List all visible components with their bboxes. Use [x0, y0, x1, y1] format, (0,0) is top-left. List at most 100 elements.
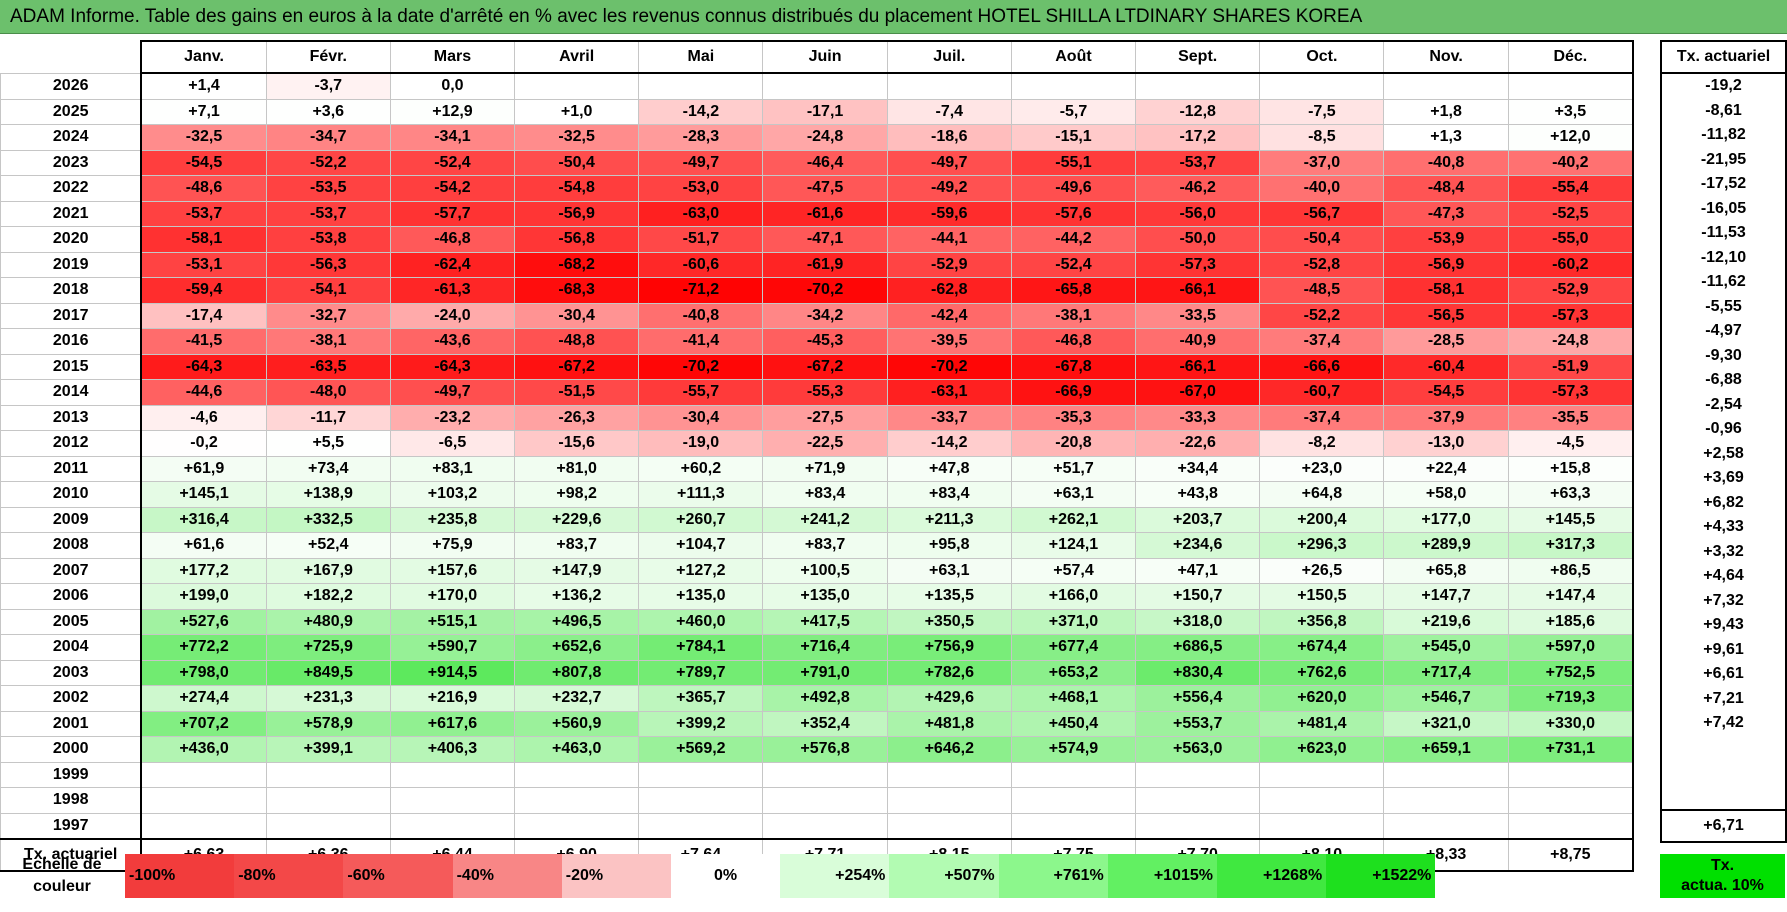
gain-cell: -15,1	[1010, 124, 1137, 151]
gain-cell: +717,4	[1383, 659, 1509, 686]
gain-cell: +170,0	[389, 583, 516, 610]
gain-cell: +546,7	[1383, 685, 1509, 712]
rate-cell: +3,32	[1660, 539, 1787, 564]
gain-cell	[1259, 761, 1385, 788]
gain-cell: +234,6	[1135, 532, 1261, 559]
gain-cell: +719,3	[1507, 685, 1634, 712]
gain-cell: +26,5	[1259, 557, 1385, 584]
gain-cell: -55,7	[638, 379, 764, 406]
table-row: 2017 -17,4 -32,7 -24,0 -30,4 -40,8 -34,2 -42,4-…	[0, 302, 1634, 329]
gain-cell: +674,4	[1259, 634, 1385, 661]
gain-cell	[638, 761, 764, 788]
year-label: 2019	[0, 251, 142, 278]
gain-cell: -53,7	[1135, 149, 1261, 176]
gain-cell	[886, 787, 1012, 814]
gain-cell: -41,5	[140, 328, 267, 355]
gain-cell	[886, 72, 1012, 100]
table-row: 2015 -64,3 -63,5 -64,3 -67,2 -70,2 -67,2 -70,2-…	[0, 353, 1634, 380]
gain-cell: +289,9	[1383, 532, 1509, 559]
table-row: 1997	[0, 812, 1634, 840]
gain-cell: -34,2	[762, 302, 888, 329]
gain-cell: -66,1	[1135, 277, 1261, 304]
gain-cell: -32,7	[265, 302, 391, 329]
table-row: 2024 -32,5 -34,7 -34,1 -32,5 -28,3 -24,8 -18,6-…	[0, 124, 1634, 151]
year-label: 2017	[0, 302, 142, 329]
gain-cell	[638, 787, 764, 814]
table-row: 2011 +61,9 +73,4 +83,1 +81,0 +60,2 +71,9 +47,8 +…	[0, 455, 1634, 482]
gain-cell: +73,4	[265, 455, 391, 482]
gain-cell: +86,5	[1507, 557, 1634, 584]
gain-cell: +157,6	[389, 557, 516, 584]
gain-cell: -46,8	[1010, 328, 1137, 355]
gain-cell: +95,8	[886, 532, 1012, 559]
gain-cell: +83,4	[762, 481, 888, 508]
year-label: 2018	[0, 277, 142, 304]
gain-cell: -51,9	[1507, 353, 1634, 380]
gain-cell: 0,0	[389, 72, 516, 100]
gain-cell: -0,2	[140, 430, 267, 457]
gain-cell: +229,6	[514, 506, 640, 533]
gain-cell: +12,9	[389, 98, 516, 125]
gain-cell: -50,0	[1135, 226, 1261, 253]
gain-cell: -32,5	[514, 124, 640, 151]
month-header-7: Juil.	[886, 40, 1012, 74]
year-label: 2020	[0, 226, 142, 253]
gain-cell: +145,1	[140, 481, 267, 508]
year-label: 2008	[0, 532, 142, 559]
gain-cell: -8,2	[1259, 430, 1385, 457]
gain-cell: -48,6	[140, 175, 267, 202]
rate-cell: +7,42	[1660, 711, 1787, 736]
gain-cell: +182,2	[265, 583, 391, 610]
gain-cell: -41,4	[638, 328, 764, 355]
gain-cell: -20,8	[1010, 430, 1137, 457]
gain-cell: +23,0	[1259, 455, 1385, 482]
year-label: 2001	[0, 710, 142, 737]
gain-cell	[1383, 761, 1509, 788]
gain-cell: +211,3	[886, 506, 1012, 533]
gain-cell: -33,3	[1135, 404, 1261, 431]
year-label: 2011	[0, 455, 142, 482]
gain-cell: +98,2	[514, 481, 640, 508]
gain-cell: +620,0	[1259, 685, 1385, 712]
gain-cell: +177,2	[140, 557, 267, 584]
gain-cell: +3,5	[1507, 98, 1634, 125]
gain-cell: -61,9	[762, 251, 888, 278]
gain-cell: +63,1	[1010, 481, 1137, 508]
gain-cell: +1,4	[140, 72, 267, 100]
gain-cell: +51,7	[1010, 455, 1137, 482]
gain-cell: +463,0	[514, 736, 640, 763]
gain-cell: -40,9	[1135, 328, 1261, 355]
gain-cell: -27,5	[762, 404, 888, 431]
gain-cell	[1507, 761, 1634, 788]
gain-cell: +47,1	[1135, 557, 1261, 584]
month-header-4: Avril	[514, 40, 640, 74]
gain-cell: +652,6	[514, 634, 640, 661]
gain-cell: -56,5	[1383, 302, 1509, 329]
gain-cell: -70,2	[638, 353, 764, 380]
gain-cell: -60,4	[1383, 353, 1509, 380]
gain-cell: -52,8	[1259, 251, 1385, 278]
gain-cell: +725,9	[265, 634, 391, 661]
gain-cell: +545,0	[1383, 634, 1509, 661]
gain-cell: +590,7	[389, 634, 516, 661]
rate-cell: -5,55	[1660, 294, 1787, 319]
gain-cell: -26,3	[514, 404, 640, 431]
year-label: 2015	[0, 353, 142, 380]
year-label: 2014	[0, 379, 142, 406]
table-row: 2008 +61,6 +52,4 +75,9 +83,7 +104,7 +83,7 +95,8…	[0, 532, 1634, 559]
gain-cell: -49,7	[638, 149, 764, 176]
rate-cell: -19,2	[1660, 73, 1787, 99]
gain-cell: -55,3	[762, 379, 888, 406]
gain-cell: -33,5	[1135, 302, 1261, 329]
gain-cell: -7,4	[886, 98, 1012, 125]
gain-cell	[1135, 761, 1261, 788]
gain-cell: +147,7	[1383, 583, 1509, 610]
gain-cell: +43,8	[1135, 481, 1261, 508]
gain-cell: +135,0	[762, 583, 888, 610]
table-row: 2016 -41,5 -38,1 -43,6 -48,8 -41,4 -45,3 -39,5-…	[0, 328, 1634, 355]
gain-cell	[1507, 812, 1634, 840]
gain-cell: -37,4	[1259, 404, 1385, 431]
gain-cell: -48,8	[514, 328, 640, 355]
gain-cell: -57,3	[1507, 302, 1634, 329]
